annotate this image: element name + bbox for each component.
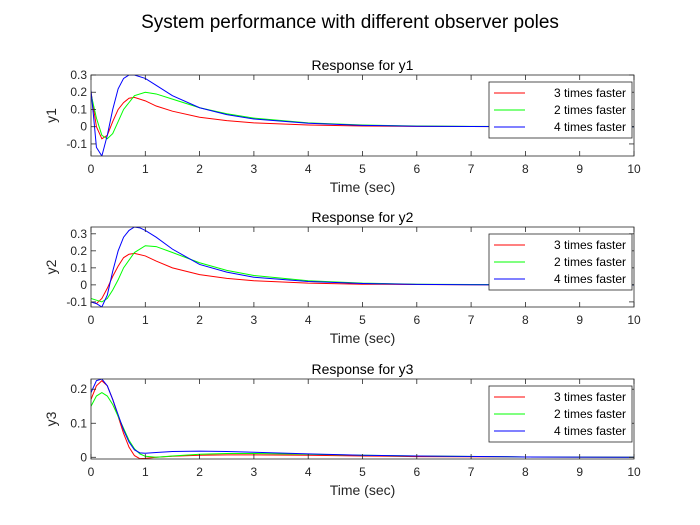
legend-label: 2 times faster <box>554 407 626 421</box>
x-tick-label: 7 <box>468 465 475 479</box>
legend-label: 2 times faster <box>554 255 626 269</box>
x-tick-label: 9 <box>576 465 583 479</box>
x-tick-label: 3 <box>251 465 258 479</box>
x-tick-label: 10 <box>627 162 641 176</box>
x-tick-label: 4 <box>305 465 312 479</box>
x-tick-label: 1 <box>142 313 149 327</box>
y-tick-label: 0 <box>80 120 87 134</box>
legend-label: 4 times faster <box>554 272 626 286</box>
x-tick-label: 2 <box>196 162 203 176</box>
x-tick-label: 4 <box>305 313 312 327</box>
x-tick-label: 3 <box>251 313 258 327</box>
x-tick-label: 1 <box>142 162 149 176</box>
x-tick-label: 9 <box>576 162 583 176</box>
x-tick-label: 10 <box>627 465 641 479</box>
x-tick-label: 6 <box>413 162 420 176</box>
y-tick-label: 0 <box>80 278 87 292</box>
series-line-3 <box>91 75 634 156</box>
x-tick-label: 1 <box>142 465 149 479</box>
legend-label: 3 times faster <box>554 238 626 252</box>
y-tick-label: 0 <box>80 450 87 464</box>
legend: 3 times faster 2 times faster 4 times fast… <box>488 233 633 291</box>
y-tick-label: 0.3 <box>70 227 87 241</box>
x-tick-label: 2 <box>196 465 203 479</box>
subplot-title: Response for y2 <box>312 209 414 225</box>
x-tick-label: 8 <box>522 162 529 176</box>
y-tick-label: -0.1 <box>66 137 87 151</box>
legend-label: 2 times faster <box>554 103 626 117</box>
x-axis-label: Time (sec) <box>330 179 396 195</box>
x-axis-label: Time (sec) <box>330 482 396 498</box>
legend-label: 3 times faster <box>554 86 626 100</box>
x-tick-label: 6 <box>413 465 420 479</box>
y-tick-label: 0.1 <box>70 416 87 430</box>
y-tick-label: 0.1 <box>70 102 87 116</box>
x-tick-label: 5 <box>359 465 366 479</box>
legend: 3 times faster 2 times faster 4 times fast… <box>488 385 633 443</box>
y-tick-label: 0.2 <box>70 382 87 396</box>
y-tick-label: 0.3 <box>70 68 87 82</box>
subplots: Response for y10 1 2 3 4 5 6 7 8 9 10-0.100.10.20.… <box>43 57 641 498</box>
legend-label: 4 times faster <box>554 424 626 438</box>
y-tick-label: 0.2 <box>70 244 87 258</box>
x-tick-label: 2 <box>196 313 203 327</box>
x-tick-label: 0 <box>88 313 95 327</box>
legend: 3 times faster 2 times faster 4 times fast… <box>488 81 633 139</box>
x-tick-label: 5 <box>359 313 366 327</box>
subplot-title: Response for y1 <box>312 57 414 73</box>
x-tick-label: 7 <box>468 313 475 327</box>
x-tick-label: 5 <box>359 162 366 176</box>
y-axis-label: y3 <box>43 411 59 426</box>
x-tick-label: 8 <box>522 313 529 327</box>
x-tick-label: 4 <box>305 162 312 176</box>
x-tick-label: 8 <box>522 465 529 479</box>
subplot-3: Response for y3 0 1 2 3 4 5 6 7 8 9 10 0 0.1 0.2 Time (… <box>43 361 641 498</box>
y-tick-label: 0.2 <box>70 85 87 99</box>
legend-label: 3 times faster <box>554 390 626 404</box>
y-tick-label: 0.1 <box>70 261 87 275</box>
x-tick-label: 6 <box>413 313 420 327</box>
series-line-3 <box>91 379 634 458</box>
y-axis-label: y1 <box>43 108 59 123</box>
legend-label: 4 times faster <box>554 120 626 134</box>
subplot-title: Response for y3 <box>312 361 414 377</box>
x-tick-label: 9 <box>576 313 583 327</box>
subplot-2: Response for y20 1 2 3 4 5 6 7 8 9 10-0.100.10.20.… <box>43 209 641 346</box>
x-tick-label: 3 <box>251 162 258 176</box>
x-tick-label: 10 <box>627 313 641 327</box>
y-tick-label: -0.1 <box>66 295 87 309</box>
subplot-1: Response for y10 1 2 3 4 5 6 7 8 9 10-0.100.10.20.… <box>43 57 641 195</box>
x-axis-label: Time (sec) <box>330 330 396 346</box>
y-axis-label: y2 <box>43 259 59 274</box>
x-tick-label: 0 <box>88 162 95 176</box>
figure-title: System performance with different observ… <box>141 12 559 33</box>
x-tick-label: 0 <box>88 465 95 479</box>
x-tick-label: 7 <box>468 162 475 176</box>
